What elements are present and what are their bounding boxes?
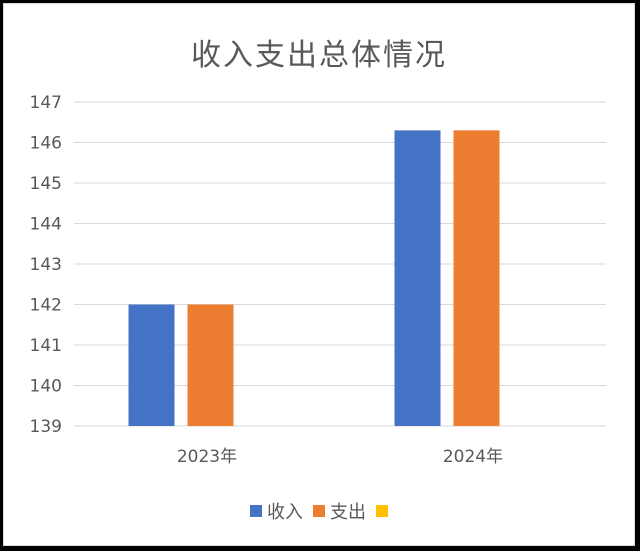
legend-entry: 收入 — [250, 498, 303, 524]
legend-label: 支出 — [330, 502, 366, 523]
y-tick-label: 142 — [30, 296, 62, 316]
bar — [187, 304, 234, 426]
chart-legend: 收入 支出 — [4, 498, 634, 524]
chart-title: 收入支出总体情况 — [191, 38, 447, 73]
chart-frame: 收入支出总体情况 139 140 141 142 143 144 145 146 147 2023… — [3, 3, 635, 546]
y-tick-label: 143 — [30, 255, 62, 275]
y-tick-label: 146 — [30, 134, 62, 154]
legend-swatch — [313, 505, 325, 517]
legend-label: 收入 — [267, 502, 303, 523]
bar-chart: 139 140 141 142 143 144 145 146 147 2023年 2024年 — [30, 93, 606, 467]
legend-entry — [376, 505, 388, 517]
bar — [453, 130, 500, 426]
x-tick-label: 2023年 — [177, 447, 237, 467]
x-tick-label: 2024年 — [443, 447, 503, 467]
y-tick-label: 145 — [30, 174, 62, 194]
y-tick-label: 140 — [30, 377, 62, 397]
bar — [128, 304, 175, 426]
y-tick-label: 147 — [30, 93, 62, 113]
y-tick-label: 139 — [30, 417, 62, 437]
legend-entry: 支出 — [313, 498, 366, 524]
bar — [394, 130, 441, 426]
legend-swatch — [250, 505, 262, 517]
legend-swatch — [376, 505, 388, 517]
y-tick-label: 144 — [30, 215, 62, 235]
y-tick-label: 141 — [30, 336, 62, 356]
